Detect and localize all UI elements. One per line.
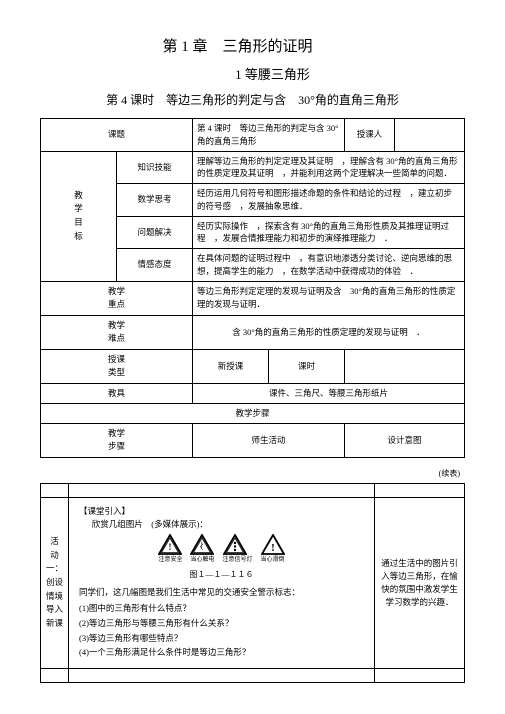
view-text: 欣赏几组图片 (多媒体展示)： — [79, 518, 364, 531]
icon-label-2: 当心触电 — [190, 556, 214, 565]
intro-label: 【课堂引入】 — [79, 505, 364, 518]
warn-icon-4: ! 当心滑倒 — [261, 534, 285, 565]
tools-label: 教具 — [41, 384, 193, 404]
label-topic: 课题 — [41, 119, 193, 152]
goal1-label: 知识技能 — [117, 151, 193, 184]
activity-para: 同学们，这几幅图是我们生活中常见的交通安全警示标志： — [79, 586, 364, 599]
steps-col1: 教学步骤 — [41, 423, 193, 457]
row-goal-1: 教学目标 知识技能 理解等边三角形的判定定理及其证明 ，理解含有 30°角的直角… — [41, 151, 465, 184]
warn-icon-3: 注意信号灯 — [223, 534, 253, 565]
lesson-title: 第 4 课时 等边三角形的判定与含 30°角的直角三角形 — [40, 91, 465, 108]
warn-icon-1: ! 注意安全 — [158, 534, 182, 565]
chapter-title: 第 1 章 三角形的证明 — [10, 35, 465, 56]
focus-label: 教学重点 — [41, 281, 193, 315]
icon-label-4: 当心滑倒 — [261, 556, 285, 565]
focus-text: 等边三角形判定定理的发现与证明及含 30°角的直角三角形的性质定理的发现与证明． — [193, 281, 465, 315]
question-list: (1)图中的三角形有什么特点？ (2)等边三角形与等腰三角形有什么关系？ (3)… — [79, 602, 364, 659]
type-col1: 新授课 — [193, 349, 269, 383]
blank-b2 — [69, 669, 375, 683]
blank-1 — [41, 483, 69, 497]
svg-text:!: ! — [169, 542, 172, 552]
warn-icon-2: 当心触电 — [190, 534, 214, 565]
lesson-plan-table: 课题 第 4 课时 等边三角形的判定与含 30°角的直角三角形 授课人 教学目标… — [40, 118, 465, 458]
icon-label-1: 注意安全 — [158, 556, 182, 565]
goal3-label: 问题解决 — [117, 216, 193, 249]
steps-full-label: 教学步骤 — [41, 403, 465, 423]
q3: (3)等边三角形有哪些特点？ — [79, 632, 364, 645]
row-blank-bottom — [41, 669, 465, 683]
continue-label: (续表) — [40, 468, 460, 479]
row-activity: 活动一：创设情境导入新课 【课堂引入】 欣赏几组图片 (多媒体展示)： ! 注意… — [41, 497, 465, 668]
row-steps-header: 教学步骤 师生活动 设计意图 — [41, 423, 465, 457]
design-intent: 通过生活中的图片引入等边三角形，在愉快的氛围中激发学生学习数学的兴趣． — [375, 497, 465, 668]
difficulty-label: 教学难点 — [41, 315, 193, 349]
goals-header: 教学目标 — [41, 151, 117, 281]
goal4-label: 情感态度 — [117, 249, 193, 282]
warning-icons-row: ! 注意安全 当心触电 注意信号灯 ! 当心滑倒 — [79, 534, 364, 565]
activity-content-cell: 【课堂引入】 欣赏几组图片 (多媒体展示)： ! 注意安全 当心触电 注意信号灯 — [69, 497, 375, 668]
goal2-text: 经历运用几何符号和图形描述命题的条件和结论的过程 ，建立初步的符号感 ，发展抽象… — [193, 184, 465, 217]
svg-text:!: ! — [271, 542, 275, 554]
section-title: 1 等腰三角形 — [80, 64, 465, 83]
steps-col2: 师生活动 — [193, 423, 345, 457]
steps-col3: 设计意图 — [345, 423, 465, 457]
label-teacher: 授课人 — [345, 119, 395, 152]
icon-label-3: 注意信号灯 — [223, 556, 253, 565]
q1: (1)图中的三角形有什么特点？ — [79, 602, 364, 615]
blank-2 — [69, 483, 375, 497]
row-type: 授课类型 新授课 课时 — [41, 349, 465, 383]
q2: (2)等边三角形与等腰三角形有什么关系？ — [79, 617, 364, 630]
row-topic: 课题 第 4 课时 等边三角形的判定与含 30°角的直角三角形 授课人 — [41, 119, 465, 152]
activity-side-label: 活动一：创设情境导入新课 — [41, 497, 69, 668]
blank-b1 — [41, 669, 69, 683]
type-label: 授课类型 — [41, 349, 193, 383]
difficulty-text: 含 30°角的直角三角形的性质定理的发现与证明 ． — [193, 315, 465, 349]
row-focus: 教学重点 等边三角形判定定理的发现与证明及含 30°角的直角三角形的性质定理的发… — [41, 281, 465, 315]
blank-b3 — [375, 669, 465, 683]
row-steps-full: 教学步骤 — [41, 403, 465, 423]
row-tools: 教具 课件、三角尺、等腰三角形纸片 — [41, 384, 465, 404]
topic-text: 第 4 课时 等边三角形的判定与含 30°角的直角三角形 — [193, 119, 345, 152]
type-col2: 课时 — [269, 349, 345, 383]
goal2-label: 数学思考 — [117, 184, 193, 217]
goal4-text: 在具体问题的证明过程中 ，有意识地渗透分类讨论、逆向思维的思想，提高学生的能力 … — [193, 249, 465, 282]
row-blank — [41, 483, 465, 497]
activity-table: 活动一：创设情境导入新课 【课堂引入】 欣赏几组图片 (多媒体展示)： ! 注意… — [40, 483, 465, 683]
row-difficulty: 教学难点 含 30°角的直角三角形的性质定理的发现与证明 ． — [41, 315, 465, 349]
type-blank — [345, 349, 465, 383]
goal3-text: 经历实际操作 ，探索含有 30°角的直角三角形性质及其推理证明过程 ，发展合情推… — [193, 216, 465, 249]
blank-3 — [375, 483, 465, 497]
teacher-blank — [395, 119, 465, 152]
figure-label: 图１—１—１１６ — [79, 569, 364, 581]
goal1-text: 理解等边三角形的判定定理及其证明 ，理解含有 30°角的直角三角形的性质定理及其… — [193, 151, 465, 184]
tools-text: 课件、三角尺、等腰三角形纸片 — [193, 384, 465, 404]
q4: (4)一个三角形满足什么条件时是等边三角形？ — [79, 646, 364, 659]
